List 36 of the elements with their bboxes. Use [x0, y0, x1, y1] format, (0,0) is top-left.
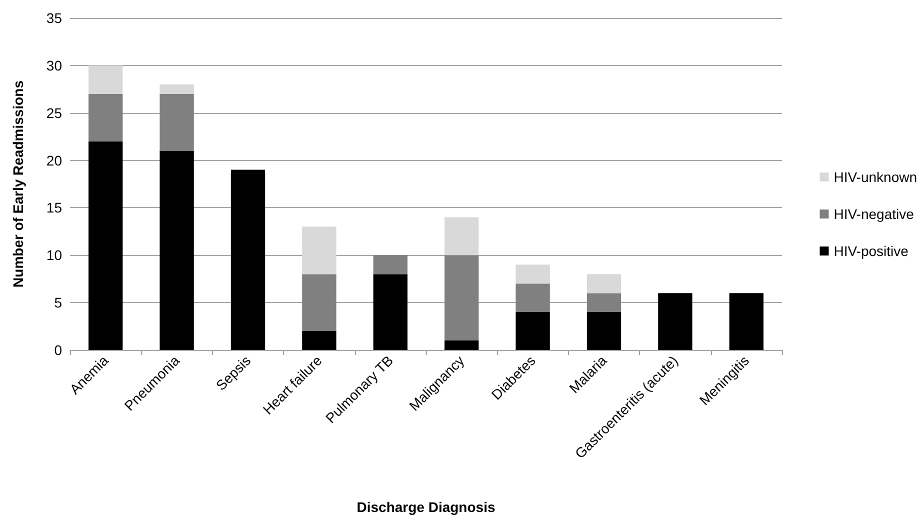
legend-label: HIV-positive: [834, 243, 909, 259]
y-tick-label: 10: [46, 247, 62, 264]
bar: [516, 312, 550, 350]
bar: [444, 255, 479, 341]
bar: [516, 264, 550, 284]
y-tick-label: 20: [46, 152, 62, 168]
x-axis-title: Discharge Diagnosis: [356, 499, 496, 515]
bar: [373, 274, 408, 350]
bar: [586, 312, 622, 350]
y-tick-label: 35: [46, 10, 62, 26]
bar: [444, 340, 479, 350]
bar: [160, 84, 194, 94]
bar: [88, 65, 123, 94]
bar: [88, 94, 123, 142]
bar: [302, 331, 336, 350]
legend-label: HIV-negative: [834, 206, 914, 222]
y-axis-title: Number of Early Readmissions: [10, 80, 26, 288]
y-tick-label: 25: [46, 104, 62, 121]
bar: [444, 217, 479, 256]
y-tick-label: 0: [54, 342, 62, 358]
bar: [160, 94, 194, 151]
bar: [658, 293, 692, 350]
bar: [373, 255, 408, 274]
bar: [88, 141, 123, 350]
bar: [586, 293, 622, 312]
bar: [160, 150, 194, 350]
y-tick-label: 5: [54, 294, 62, 311]
bar: [230, 170, 266, 350]
bar: [516, 284, 550, 312]
legend-label: HIV-unknown: [834, 169, 918, 185]
y-tick-label: 15: [46, 200, 62, 216]
bar: [729, 293, 764, 350]
bar: [586, 274, 622, 294]
y-tick-label: 30: [46, 57, 62, 74]
bar: [302, 274, 336, 332]
bar: [302, 226, 336, 274]
